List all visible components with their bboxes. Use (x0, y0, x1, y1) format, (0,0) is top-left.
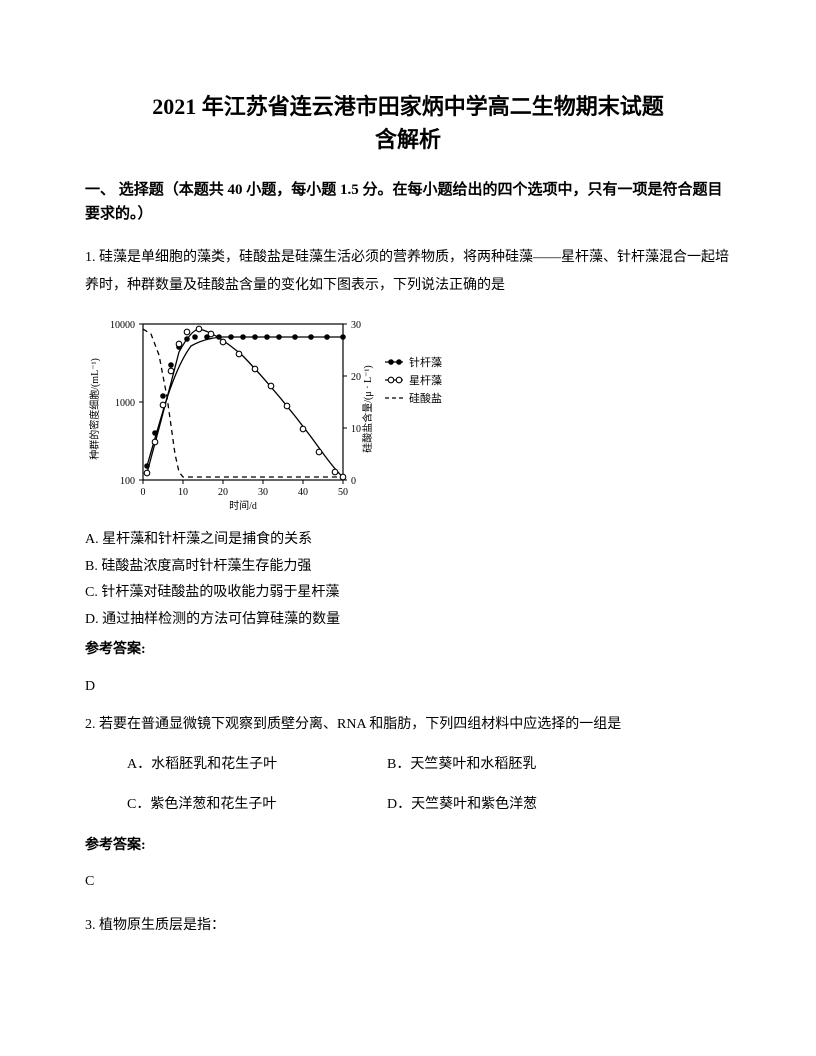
svg-text:10000: 10000 (110, 320, 135, 331)
svg-text:0: 0 (141, 487, 146, 498)
svg-text:1000: 1000 (115, 398, 135, 409)
q3-intro: 3. 植物原生质层是指： (85, 912, 731, 940)
svg-text:40: 40 (298, 487, 308, 498)
svg-text:时间/d: 时间/d (229, 499, 257, 512)
q1-answer: D (85, 674, 731, 701)
q2-option-b: B．天竺葵叶和水稻胚乳 (387, 753, 536, 773)
svg-text:20: 20 (218, 487, 228, 498)
section-header: 一、 选择题（本题共 40 小题，每小题 1.5 分。在每小题给出的四个选项中，… (85, 178, 731, 226)
page-title: 2021 年江苏省连云港市田家炳中学高二生物期末试题 含解析 (85, 90, 731, 156)
svg-text:硅酸盐: 硅酸盐 (409, 391, 442, 405)
q2-option-d: D．天竺葵叶和紫色洋葱 (387, 793, 537, 813)
svg-text:30: 30 (258, 487, 268, 498)
q1-option-a: A. 星杆藻和针杆藻之间是捕食的关系 (85, 527, 731, 554)
title-line2: 含解析 (375, 127, 441, 152)
svg-text:硅酸盐含量/(μ · L⁻¹): 硅酸盐含量/(μ · L⁻¹) (361, 365, 374, 453)
svg-text:10: 10 (178, 487, 188, 498)
q1-option-d: D. 通过抽样检测的方法可估算硅藻的数量 (85, 607, 731, 634)
q2-option-a: A．水稻胚乳和花生子叶 (127, 753, 387, 773)
svg-text:50: 50 (338, 487, 348, 498)
svg-text:30: 30 (351, 320, 361, 331)
q2-option-c: C．紫色洋葱和花生子叶 (127, 793, 387, 813)
q2-answer: C (85, 869, 731, 896)
q1-chart-svg: 100 1000 10000 种群的密度细胞/(mL⁻¹) 0 10 20 30… (85, 314, 465, 514)
q2-answer-label: 参考答案: (85, 833, 731, 860)
svg-text:星杆藻: 星杆藻 (409, 373, 442, 387)
q1-option-b: B. 硅酸盐浓度高时针杆藻生存能力强 (85, 554, 731, 581)
q1-option-c: C. 针杆藻对硅酸盐的吸收能力弱于星杆藻 (85, 580, 731, 607)
chart-legend: 针杆藻 星杆藻 硅酸盐 (385, 355, 442, 405)
svg-text:20: 20 (351, 372, 361, 383)
q1-intro: 1. 硅藻是单细胞的藻类，硅酸盐是硅藻生活必须的营养物质，将两种硅藻——星杆藻、… (85, 244, 731, 300)
svg-text:种群的密度细胞/(mL⁻¹): 种群的密度细胞/(mL⁻¹) (88, 358, 101, 460)
q2-options: A．水稻胚乳和花生子叶 B．天竺葵叶和水稻胚乳 C．紫色洋葱和花生子叶 D．天竺… (127, 753, 731, 813)
title-line1: 2021 年江苏省连云港市田家炳中学高二生物期末试题 (152, 94, 664, 119)
svg-text:针杆藻: 针杆藻 (409, 355, 442, 369)
svg-text:10: 10 (351, 424, 361, 435)
svg-text:100: 100 (120, 476, 135, 487)
q1-answer-label: 参考答案: (85, 637, 731, 664)
svg-text:0: 0 (351, 476, 356, 487)
q1-chart: 100 1000 10000 种群的密度细胞/(mL⁻¹) 0 10 20 30… (85, 314, 465, 514)
q2-intro: 2. 若要在普通显微镜下观察到质壁分离、RNA 和脂肪，下列四组材料中应选择的一… (85, 711, 731, 739)
